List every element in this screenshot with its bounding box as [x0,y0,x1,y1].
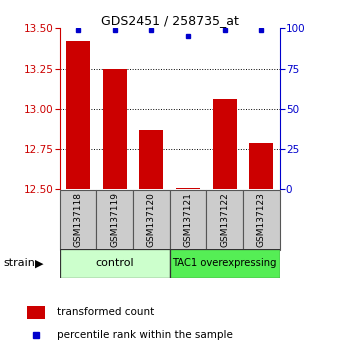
Bar [27,306,45,319]
Bar [103,69,127,189]
Text: percentile rank within the sample: percentile rank within the sample [57,330,233,341]
Bar [139,130,163,189]
Bar [206,190,243,250]
Bar [60,190,96,250]
Bar [213,99,237,189]
Text: ▶: ▶ [35,258,43,268]
Text: GSM137120: GSM137120 [147,192,156,247]
Bar [169,190,206,250]
Bar [176,188,200,189]
Text: transformed count: transformed count [57,307,154,318]
Text: control: control [95,258,134,268]
Text: GSM137123: GSM137123 [257,192,266,247]
Text: strain: strain [3,258,35,268]
Text: GSM137119: GSM137119 [110,192,119,247]
Title: GDS2451 / 258735_at: GDS2451 / 258735_at [101,14,239,27]
Text: GSM137122: GSM137122 [220,193,229,247]
Bar [96,190,133,250]
Bar [169,249,280,278]
Bar [133,190,170,250]
Bar [243,190,280,250]
Bar [249,143,273,189]
Text: TAC1 overexpressing: TAC1 overexpressing [173,258,277,268]
Text: GSM137118: GSM137118 [74,192,83,247]
Text: GSM137121: GSM137121 [183,192,192,247]
Bar [60,249,169,278]
Bar [66,41,90,189]
